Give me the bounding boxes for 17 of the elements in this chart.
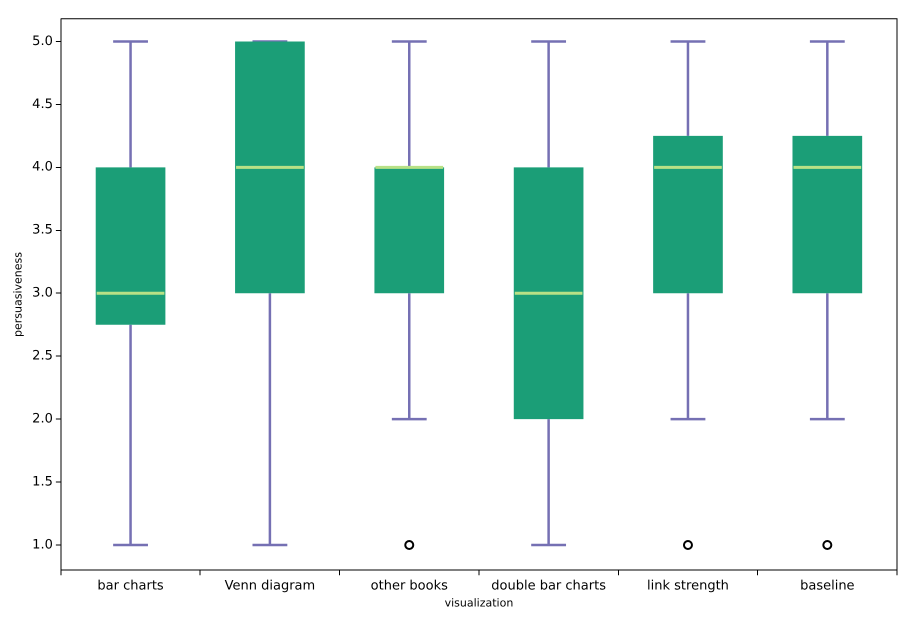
y-tick-label: 1.5 [32,474,53,490]
y-tick-label: 3.0 [32,286,53,301]
y-tick-label: 3.5 [32,222,53,238]
y-tick-label: 2.0 [32,412,53,427]
y-tick-label: 4.0 [32,160,53,175]
y-tick-label: 2.5 [32,348,53,364]
y-tick-label: 4.5 [32,96,53,112]
x-tick-label: Venn diagram [224,578,316,594]
x-tick-label: other books [370,578,448,594]
y-tick-label: 1.0 [32,537,53,552]
x-tick-label: link strength [647,578,729,594]
y-tick-label: 5.0 [32,34,53,49]
x-axis-title: visualization [444,596,514,610]
x-tick-label: double bar charts [491,578,606,594]
y-axis-title: persuasiveness [11,252,24,337]
x-tick-label: bar charts [97,578,164,594]
x-tick-label: baseline [800,578,855,594]
